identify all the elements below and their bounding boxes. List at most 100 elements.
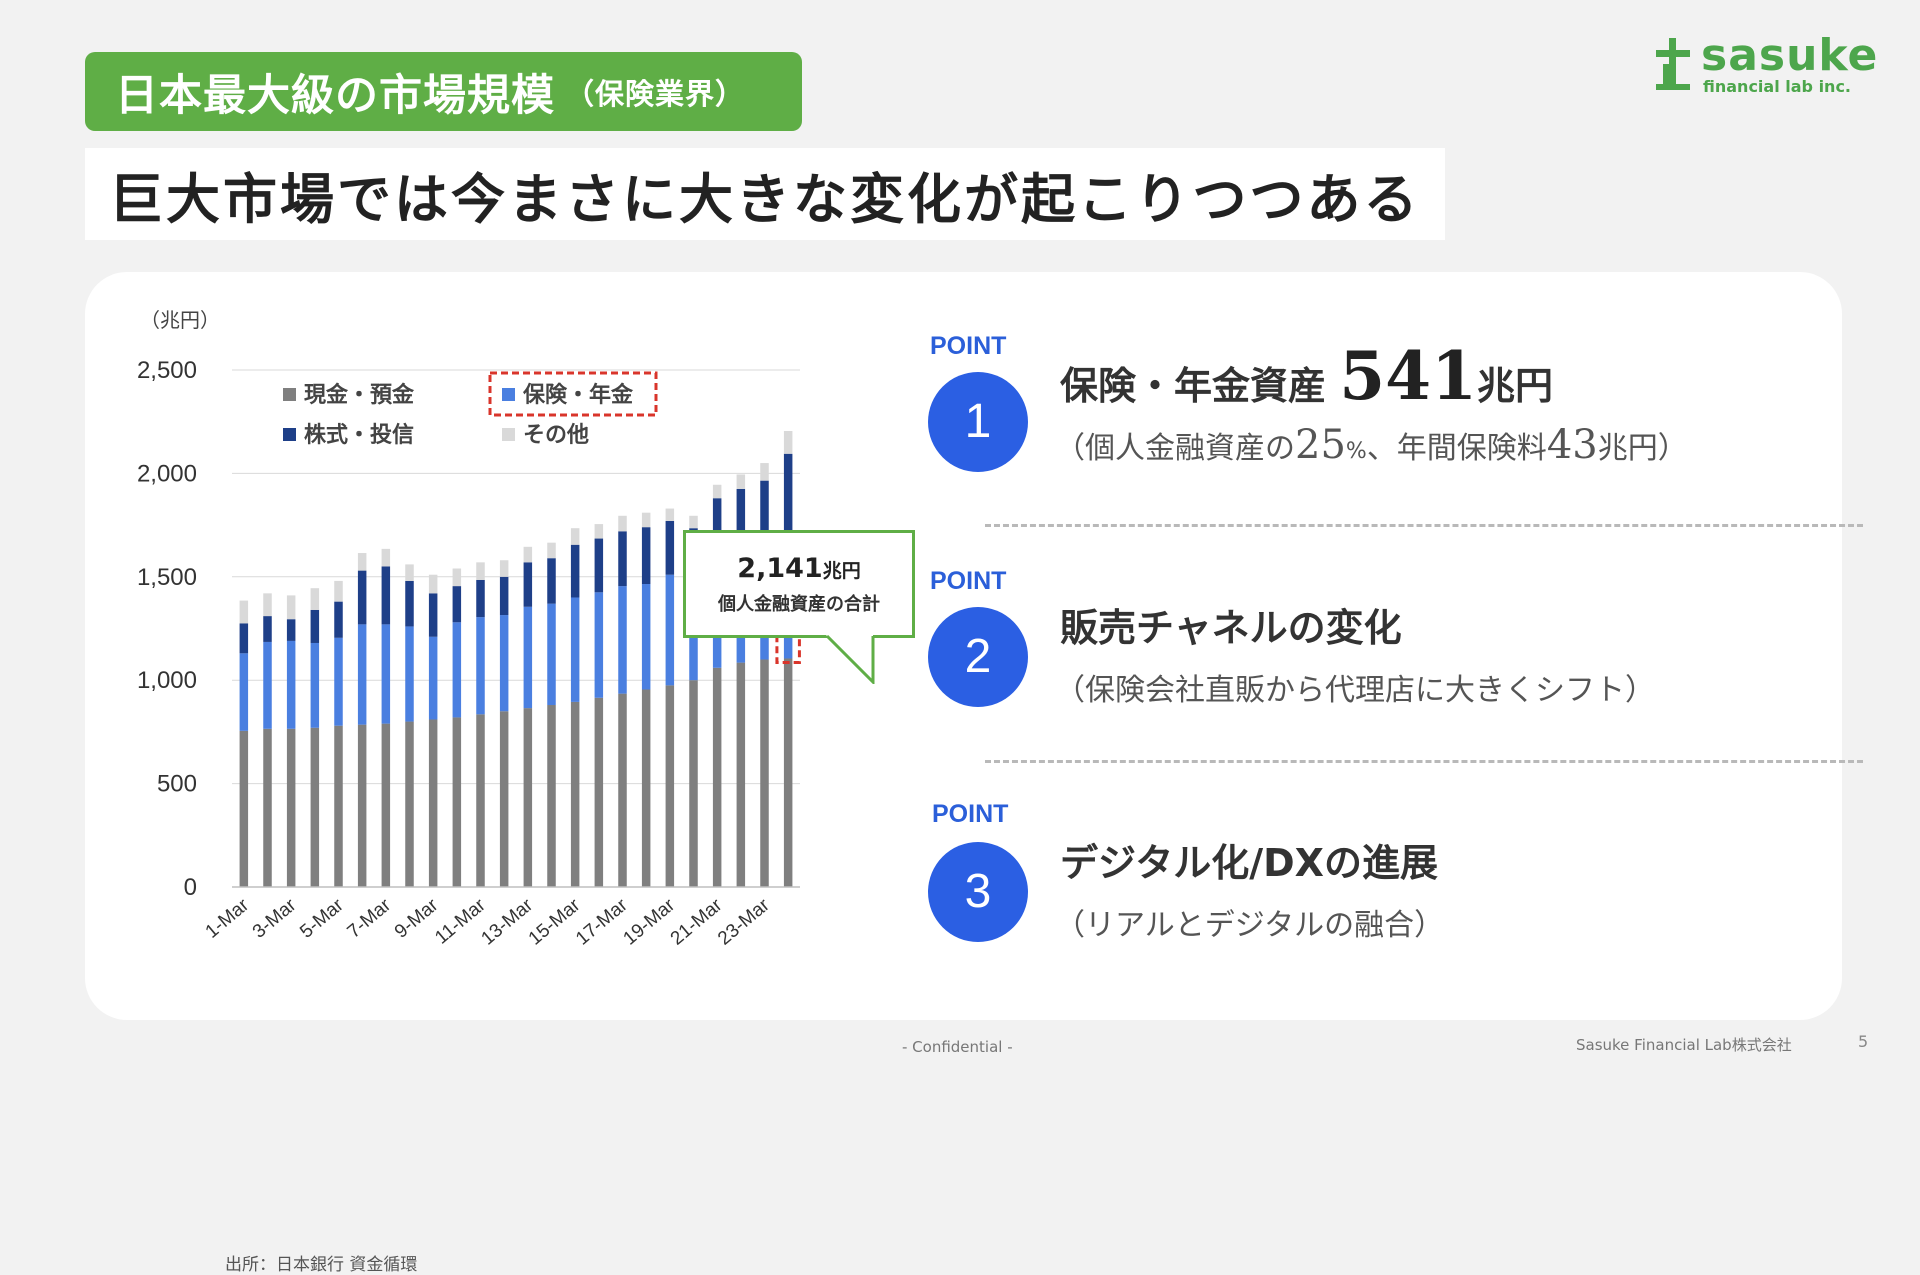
bar-segment — [523, 708, 533, 887]
point-2-title: 販売チャネルの変化 — [1060, 606, 1402, 650]
bar-segment — [263, 616, 272, 642]
y-tick-label: 0 — [184, 874, 197, 901]
stacked-bar-chart: （兆円） 0 500 1,000 1,500 2,000 2,500 1-Mar3-Mar5-… — [137, 308, 801, 950]
legend-label: 保険・年金 — [522, 382, 634, 408]
bar-segment — [334, 580, 343, 602]
bar-segment — [783, 453, 793, 545]
bar-segment — [760, 480, 769, 547]
bar-segment — [286, 595, 296, 620]
legend-label: 現金・預金 — [304, 382, 415, 408]
x-tick-label: 17-Mar — [572, 894, 632, 949]
callout-label: 個人金融資産の合計 — [718, 594, 880, 615]
bar-segment — [641, 689, 651, 887]
bar-segment — [476, 714, 485, 887]
bar-segment — [736, 474, 746, 489]
content-card: （兆円） 0 500 1,000 1,500 2,000 2,500 1-Mar 3-Mar 5-… — [85, 272, 1863, 1275]
bar-segment — [310, 609, 320, 643]
legend-swatch — [502, 388, 515, 401]
point-1-value: 541 — [1339, 337, 1478, 415]
bar-segment — [476, 579, 485, 618]
bar-segment — [760, 463, 769, 481]
bar-segment — [428, 719, 438, 887]
bar-segment — [381, 548, 391, 567]
page-title: 日本最大級の市場規模 — [115, 70, 555, 121]
total-callout: 2,141兆円 個人金融資産の合計 — [683, 530, 915, 638]
bar-segment — [594, 524, 604, 539]
x-tick-label: 3-Mar — [249, 894, 301, 942]
y-tick-label: 2,500 — [137, 357, 197, 384]
bar-segment — [310, 588, 320, 610]
legend-label: 株式・投信 — [304, 422, 414, 448]
bar-segment — [476, 562, 485, 580]
logo-mark-icon — [1656, 38, 1690, 90]
y-unit-label: （兆円） — [140, 308, 220, 332]
bar-segment — [783, 658, 793, 887]
company-logo: sasuke financial lab inc. — [1655, 30, 1877, 98]
bar-segment — [712, 484, 722, 499]
y-tick-label: 1,000 — [137, 667, 197, 694]
bar-segment — [476, 617, 485, 715]
bar-segment — [547, 542, 556, 559]
bar-segment — [452, 622, 462, 718]
bar-segment — [665, 685, 675, 887]
legend-swatch — [283, 428, 296, 441]
bar-segment — [618, 586, 627, 694]
x-tick-label: 15-Mar — [525, 894, 585, 949]
callout-value: 2,141 — [737, 553, 823, 584]
point-3-tag: POINT — [932, 800, 1009, 828]
bar-segment — [547, 603, 556, 706]
bar-segment — [641, 512, 651, 528]
bar-segment — [641, 527, 651, 585]
bar-segment — [499, 560, 509, 577]
callout-pointer-icon — [825, 634, 875, 684]
legend-swatch — [283, 388, 296, 401]
bar-segment — [618, 693, 627, 887]
page-number: 5 — [1858, 1032, 1869, 1051]
point-3-sub: （リアルとデジタルの融合） — [1055, 908, 1445, 943]
bar-segment — [239, 600, 249, 624]
divider — [985, 524, 1863, 527]
bar-segment — [405, 564, 414, 581]
bar-segment — [760, 659, 769, 887]
legend-label: その他 — [523, 423, 589, 448]
bar-segment — [334, 601, 343, 638]
bar-segment — [428, 593, 438, 637]
bar-segment — [570, 701, 580, 887]
bar-segment — [594, 592, 604, 698]
bar-segment — [641, 584, 651, 690]
bar-segment — [618, 531, 627, 587]
bar-segment — [239, 653, 249, 731]
bar-segment — [286, 728, 296, 887]
bar-segment — [310, 642, 320, 728]
y-tick-label: 2,000 — [137, 460, 197, 487]
point-2-badge: 2 — [928, 607, 1028, 707]
x-tick-label: 5-Mar — [296, 894, 348, 942]
bar-segment — [405, 580, 414, 627]
bar-segment — [405, 626, 414, 722]
legend-highlight-box — [488, 371, 658, 417]
callout-unit: 兆円 — [822, 560, 861, 582]
footer-company: Sasuke Financial Lab株式会社 — [1576, 1036, 1792, 1054]
bar-segment — [357, 724, 367, 887]
bar-segment — [239, 623, 249, 654]
bar-segment — [263, 728, 272, 887]
logo-tagline: financial lab inc. — [1703, 77, 1851, 96]
bar-segment — [665, 508, 675, 521]
bar-segment — [381, 723, 391, 887]
y-tick-label: 1,500 — [137, 564, 197, 591]
point-3-title: デジタル化/DXの進展 — [1060, 841, 1438, 885]
point-3-badge: 3 — [928, 842, 1028, 942]
bar-segment — [452, 586, 462, 623]
bar-segment — [405, 721, 414, 887]
bar-segment — [523, 606, 533, 709]
bar-segment — [547, 705, 556, 887]
bar-segment — [689, 515, 698, 529]
bar-segment — [523, 546, 533, 563]
bar-segment — [570, 544, 580, 598]
bar-segment — [381, 624, 391, 724]
x-tick-label: 23-Mar — [714, 894, 774, 949]
bar-segment — [665, 520, 675, 575]
footer-confidential: - Confidential - — [902, 1038, 1013, 1056]
bar-segment — [263, 641, 272, 729]
bar-segment — [736, 662, 746, 887]
